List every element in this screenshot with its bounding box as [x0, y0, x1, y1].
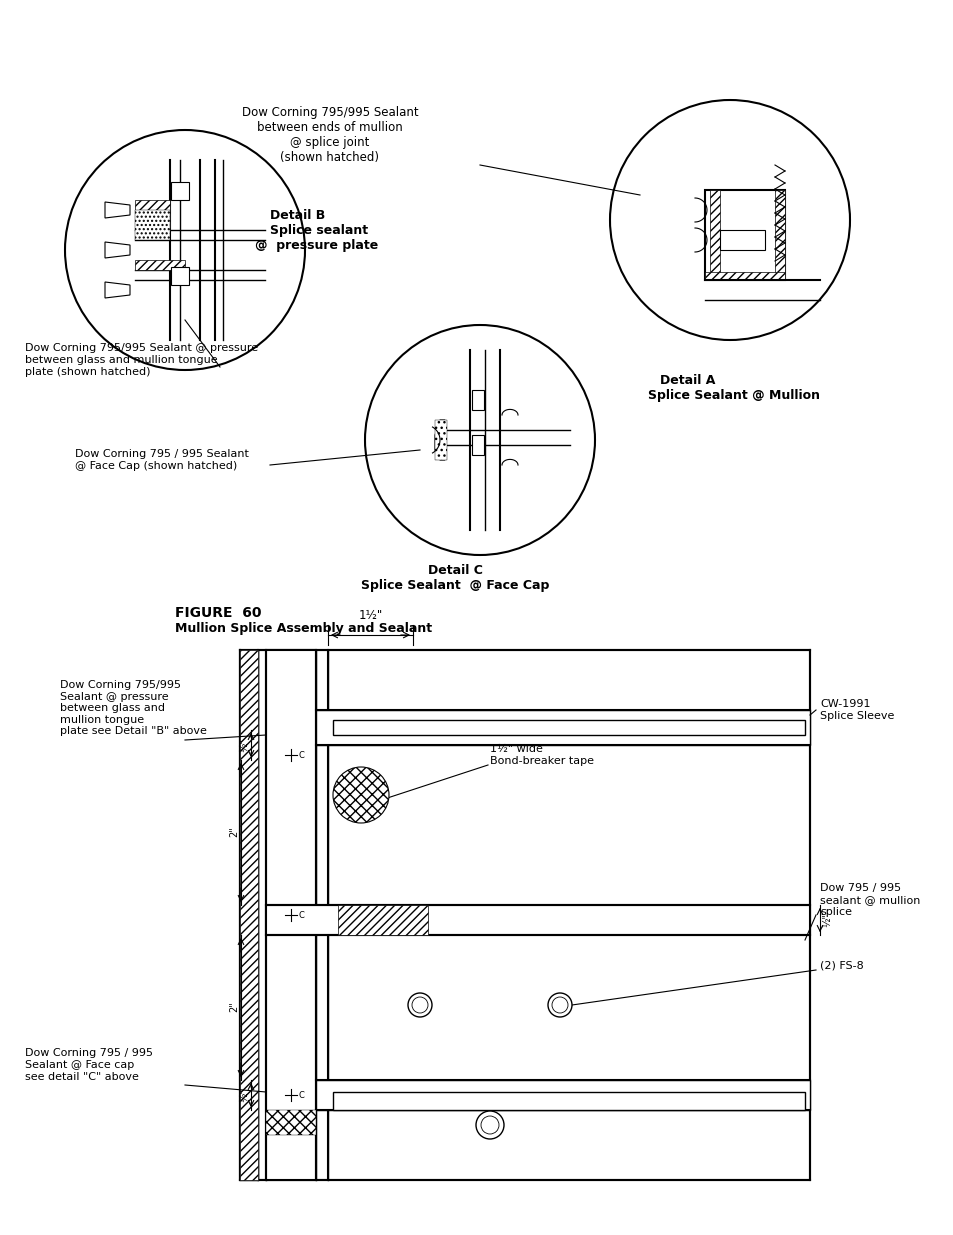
Bar [704, 190, 784, 280]
Bar [240, 650, 257, 1179]
Bar [171, 182, 189, 200]
Text: Dow 795 / 995
sealant @ mullion
splice: Dow 795 / 995 sealant @ mullion splice [820, 883, 920, 916]
Circle shape [547, 993, 572, 1016]
Bar [240, 650, 257, 1179]
Text: 1½": 1½" [358, 609, 382, 622]
Bar [135, 210, 170, 240]
Bar [315, 710, 809, 745]
Text: Detail C: Detail C [427, 563, 482, 577]
Text: ½": ½" [239, 1088, 249, 1102]
Text: @  pressure plate: @ pressure plate [254, 238, 377, 252]
Circle shape [65, 130, 305, 370]
Bar [774, 190, 784, 280]
Text: Splice Sealant @ Mullion: Splice Sealant @ Mullion [647, 389, 820, 401]
Bar [266, 905, 809, 935]
Bar [135, 200, 170, 230]
Text: C: C [298, 1091, 305, 1099]
Bar [704, 272, 784, 280]
Bar [333, 1092, 804, 1110]
Text: Dow Corning 795/995
Sealant @ pressure
between glass and
mullion tongue
plate se: Dow Corning 795/995 Sealant @ pressure b… [60, 680, 207, 736]
Text: FIGURE  60: FIGURE 60 [174, 606, 261, 620]
Text: Dow Corning 795 / 995 Sealant
@ Face Cap (shown hatched): Dow Corning 795 / 995 Sealant @ Face Cap… [75, 450, 249, 471]
Circle shape [480, 1116, 498, 1134]
Bar [333, 720, 804, 735]
Bar [171, 267, 189, 285]
Bar [720, 230, 764, 249]
Text: (2) FS-8: (2) FS-8 [820, 960, 862, 969]
Text: 2": 2" [229, 1002, 239, 1013]
Text: C: C [298, 910, 305, 920]
Text: CW-1991
Splice Sleeve: CW-1991 Splice Sleeve [820, 699, 893, 721]
Bar [135, 261, 185, 270]
Text: 1½" wide
Bond-breaker tape: 1½" wide Bond-breaker tape [490, 745, 594, 766]
Text: ½": ½" [239, 739, 249, 752]
Bar [240, 650, 809, 1179]
Circle shape [609, 100, 849, 340]
Bar [315, 1079, 809, 1110]
Circle shape [476, 1112, 503, 1139]
Text: Mullion Splice Assembly and Sealant: Mullion Splice Assembly and Sealant [174, 621, 432, 635]
Text: ½": ½" [821, 913, 831, 927]
Bar [435, 420, 447, 459]
Text: C: C [298, 751, 305, 760]
Circle shape [408, 993, 432, 1016]
Text: Splice Sealant  @ Face Cap: Splice Sealant @ Face Cap [360, 578, 549, 592]
Text: Dow Corning 795/995 Sealant @ pressure
between glass and mullion tongue
plate (s: Dow Corning 795/995 Sealant @ pressure b… [25, 343, 258, 377]
Circle shape [365, 325, 595, 555]
Bar [709, 190, 720, 280]
Text: Detail B: Detail B [270, 209, 325, 221]
Bar [337, 905, 428, 935]
Text: 2": 2" [229, 826, 239, 837]
Bar [266, 1110, 315, 1135]
Text: Splice sealant: Splice sealant [270, 224, 368, 236]
Text: Dow Corning 795 / 995
Sealant @ Face cap
see detail "C" above: Dow Corning 795 / 995 Sealant @ Face cap… [25, 1049, 152, 1082]
Polygon shape [435, 420, 444, 459]
Text: Dow Corning 795/995 Sealant
between ends of mullion
@ splice joint
(shown hatche: Dow Corning 795/995 Sealant between ends… [241, 106, 417, 164]
Bar [266, 650, 315, 1179]
Circle shape [333, 767, 389, 823]
Text: Detail A: Detail A [659, 373, 715, 387]
Bar [472, 390, 483, 410]
Bar [472, 435, 483, 454]
